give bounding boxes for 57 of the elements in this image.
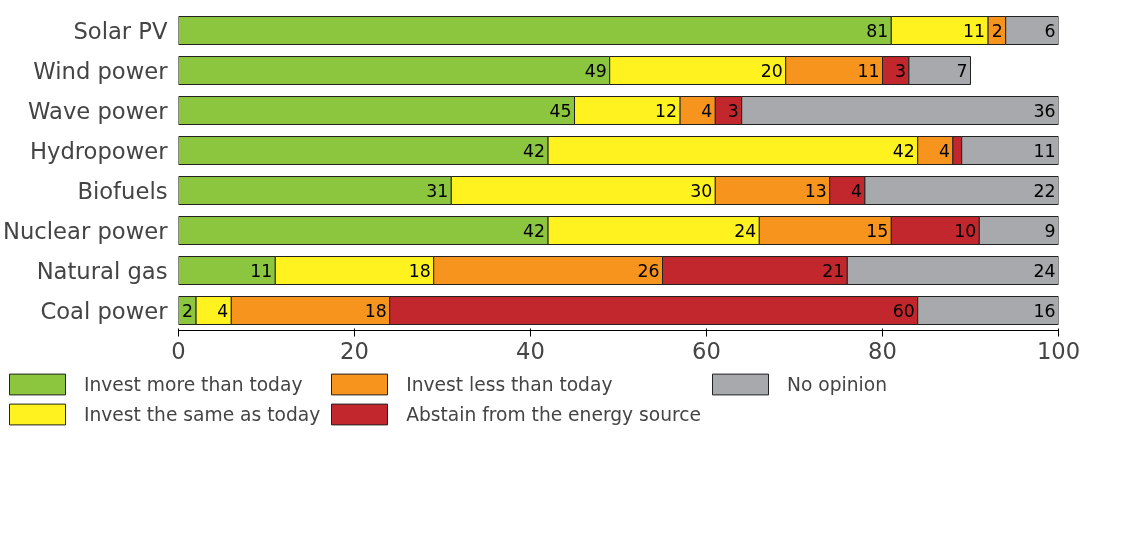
x-tick-label: 60 — [692, 337, 721, 364]
data-label: 11 — [250, 261, 273, 281]
data-label: 31 — [426, 181, 449, 201]
x-tick-label: 40 — [516, 337, 545, 364]
data-label: 16 — [1033, 301, 1056, 321]
data-label: 18 — [408, 261, 431, 281]
data-label: 24 — [1033, 261, 1056, 281]
data-label: 26 — [637, 261, 660, 281]
data-label: 9 — [1044, 221, 1056, 241]
data-label: 2 — [991, 21, 1003, 41]
data-label: 45 — [549, 101, 572, 121]
y-tick-label: Biofuels — [77, 177, 168, 204]
data-label: 10 — [954, 221, 977, 241]
data-label: 3 — [727, 101, 739, 121]
data-label: 3 — [894, 61, 906, 81]
data-label: 81 — [866, 21, 889, 41]
y-tick-label: Wave power — [28, 97, 169, 124]
data-label: 11 — [1033, 141, 1056, 161]
data-label: 4 — [701, 101, 713, 121]
legend-label: Invest more than today — [84, 373, 303, 395]
legend-label: Abstain from the energy source — [406, 403, 702, 425]
x-tick-label: 0 — [171, 337, 186, 364]
data-label: 11 — [857, 61, 880, 81]
y-tick-label: Wind power — [33, 57, 169, 84]
data-label: 36 — [1033, 101, 1056, 121]
data-label: 15 — [866, 221, 889, 241]
data-label: 4 — [217, 301, 229, 321]
y-tick-label: Hydropower — [29, 137, 169, 164]
data-label: 6 — [1044, 21, 1056, 41]
data-label: 30 — [690, 181, 713, 201]
y-tick-label: Nuclear power — [3, 217, 169, 244]
data-label: 60 — [892, 301, 915, 321]
data-label: 49 — [584, 61, 607, 81]
data-label: 21 — [822, 261, 845, 281]
data-label: 22 — [1033, 181, 1056, 201]
data-label: 4 — [850, 181, 862, 201]
data-label: 13 — [804, 181, 827, 201]
data-label: 7 — [956, 61, 968, 81]
data-label: 42 — [892, 141, 915, 161]
data-label: 42 — [523, 141, 546, 161]
x-tick-label: 80 — [868, 337, 897, 364]
y-tick-label: Natural gas — [36, 257, 168, 284]
x-tick-label: 100 — [1036, 337, 1081, 364]
data-label: 4 — [938, 141, 950, 161]
data-label: 11 — [963, 21, 986, 41]
legend-label: No opinion — [787, 373, 888, 395]
y-tick-label: Coal power — [40, 297, 169, 324]
data-label: 2 — [182, 301, 194, 321]
y-tick-label: Solar PV — [73, 17, 168, 44]
x-tick-label: 20 — [340, 337, 369, 364]
data-label: 42 — [523, 221, 546, 241]
data-label: 20 — [760, 61, 783, 81]
legend-label: Invest less than today — [406, 373, 613, 395]
legend-label: Invest the same as today — [84, 403, 321, 425]
data-label: 18 — [364, 301, 387, 321]
data-label: 12 — [655, 101, 678, 121]
data-label: 24 — [734, 221, 757, 241]
